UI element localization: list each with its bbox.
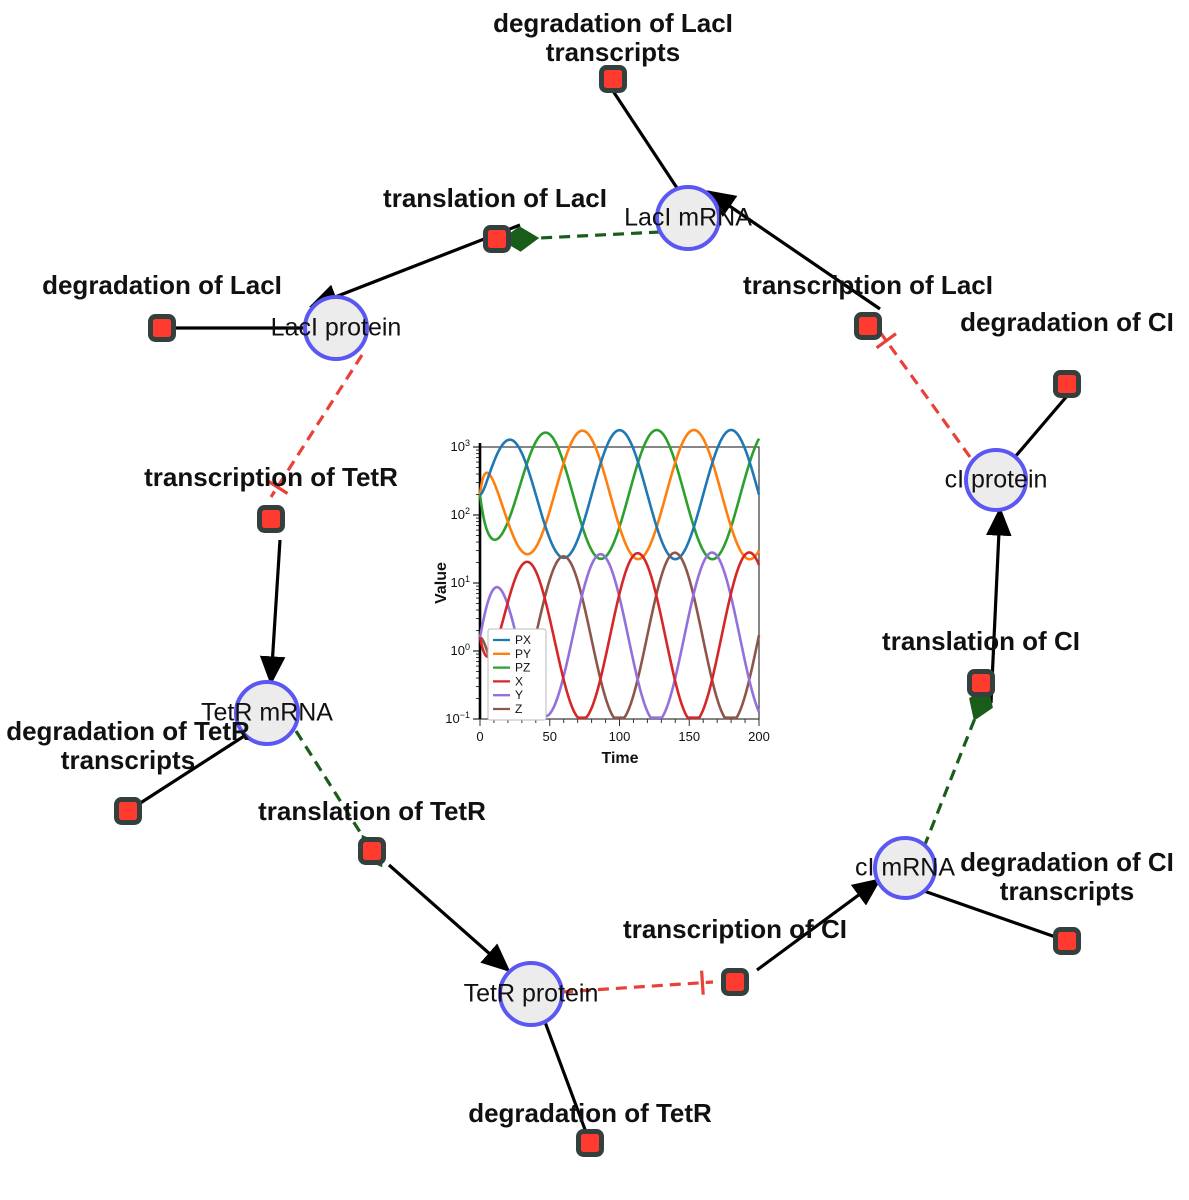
svg-text:PY: PY (515, 647, 531, 661)
svg-text:150: 150 (678, 729, 700, 744)
svg-text:50: 50 (543, 729, 557, 744)
svg-text:Z: Z (515, 702, 522, 716)
svg-text:0: 0 (476, 729, 483, 744)
svg-text:Y: Y (515, 688, 523, 702)
svg-text:200: 200 (748, 729, 770, 744)
svg-text:PZ: PZ (515, 661, 530, 675)
svg-text:100: 100 (609, 729, 631, 744)
svg-text:PX: PX (515, 633, 531, 647)
svg-text:X: X (515, 674, 523, 688)
